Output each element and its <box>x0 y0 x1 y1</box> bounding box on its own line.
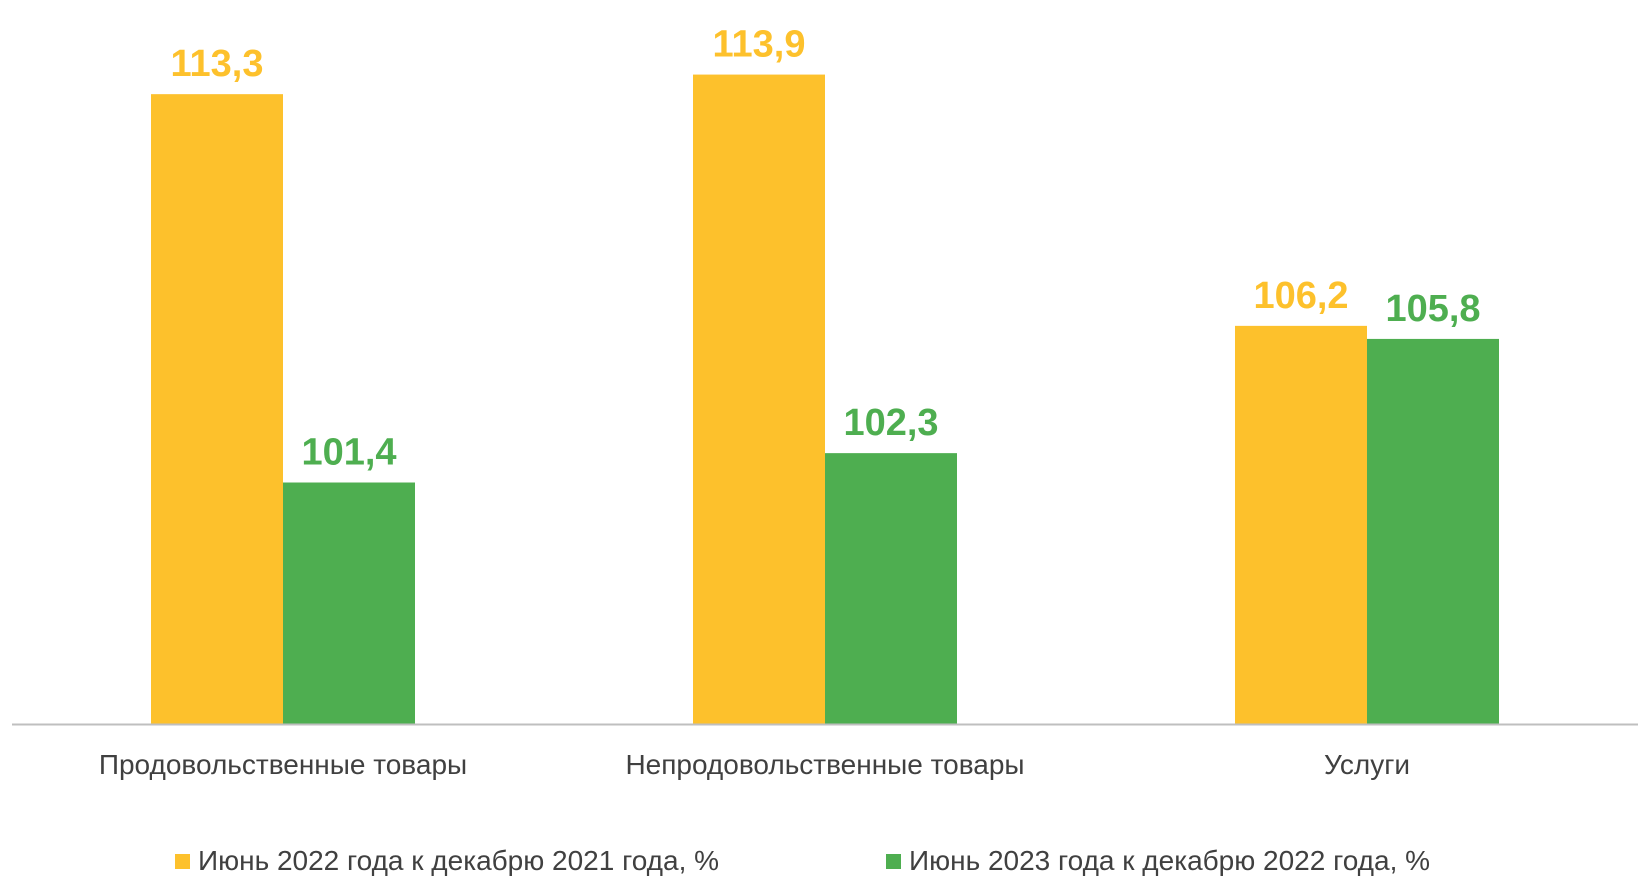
legend-item-series-1: Июнь 2022 года к декабрю 2021 года, % <box>175 845 719 877</box>
category-label-2: Непродовольственные товары <box>625 749 1024 780</box>
bar-1-3 <box>1235 325 1367 724</box>
data-label-2-2: 102,3 <box>843 402 938 444</box>
category-label-1: Продовольственные товары <box>99 749 467 780</box>
legend-label: Июнь 2022 года к декабрю 2021 года, % <box>198 845 720 876</box>
legend-item-series-2: Июнь 2023 года к декабрю 2022 года, % <box>886 845 1430 877</box>
data-label-1-2: 113,9 <box>713 24 806 66</box>
category-label-3: Услуги <box>1324 749 1410 780</box>
legend-swatch-icon <box>886 853 901 869</box>
data-labels-group: 113,3 101,4 113,9 102,3 106,2 105,8 <box>171 24 1481 474</box>
bar-2-1 <box>283 482 415 724</box>
legend: Июнь 2022 года к декабрю 2021 года, % Ию… <box>0 845 1638 885</box>
data-label-1-3: 106,2 <box>1253 275 1348 317</box>
legend-label: Июнь 2023 года к декабрю 2022 года, % <box>909 845 1431 876</box>
category-labels-group: Продовольственные товары Непродовольствен… <box>99 749 1410 780</box>
bar-2-2 <box>825 453 957 724</box>
bars-group <box>151 74 1499 725</box>
legend-swatch-icon <box>175 853 190 869</box>
data-label-1-1: 113,3 <box>171 43 264 85</box>
bar-2-3 <box>1367 338 1499 724</box>
data-label-2-3: 105,8 <box>1385 288 1480 330</box>
bar-1-1 <box>151 94 283 725</box>
data-label-2-1: 101,4 <box>301 432 396 474</box>
bar-1-2 <box>693 74 825 724</box>
